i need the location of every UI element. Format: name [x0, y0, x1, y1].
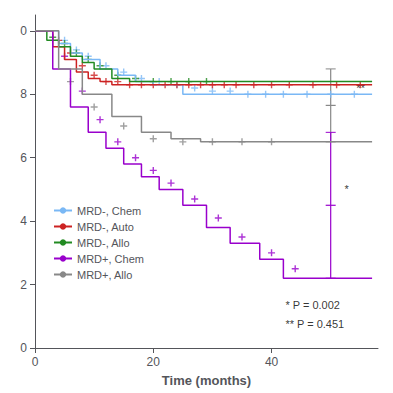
svg-text:MRD-, Chem: MRD-, Chem	[77, 205, 141, 217]
svg-text:40: 40	[265, 355, 279, 369]
svg-text:6: 6	[20, 151, 27, 165]
svg-text:0: 0	[20, 24, 27, 38]
svg-text:MRD-, Auto: MRD-, Auto	[77, 221, 134, 233]
svg-text:** P = 0.451: ** P = 0.451	[285, 318, 344, 330]
svg-text:MRD+, Allo: MRD+, Allo	[77, 269, 132, 281]
svg-text:20: 20	[147, 355, 161, 369]
svg-text:4: 4	[20, 214, 27, 228]
svg-text:MRD+, Chem: MRD+, Chem	[77, 253, 144, 265]
svg-text:8: 8	[20, 87, 27, 101]
svg-text:*: *	[345, 183, 350, 195]
svg-text:**: **	[356, 82, 365, 94]
svg-text:2: 2	[20, 278, 27, 292]
svg-text:0: 0	[32, 355, 39, 369]
svg-text:* P = 0.002: * P = 0.002	[285, 299, 340, 311]
svg-text:0: 0	[20, 341, 27, 355]
svg-text:Time (months): Time (months)	[162, 373, 251, 388]
svg-text:MRD-, Allo: MRD-, Allo	[77, 237, 130, 249]
